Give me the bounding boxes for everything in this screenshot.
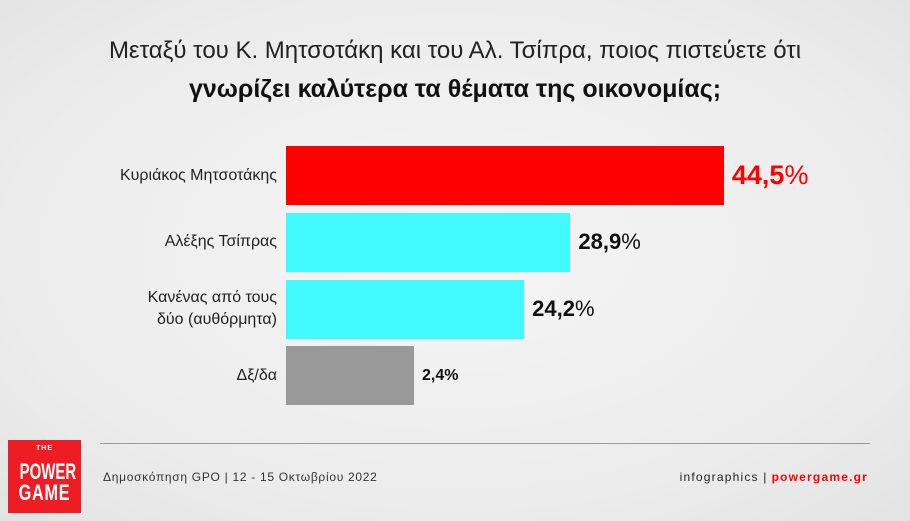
logo-word-game: GAME <box>18 480 71 505</box>
value-number: 28,9 <box>578 229 622 255</box>
value-number: 44,5 <box>731 160 785 190</box>
category-label-1: Κυριάκος Μητσοτάκης <box>119 166 277 184</box>
value-unit: % <box>621 229 641 255</box>
poll-source: Δημοσκόπηση GPO | 12 - 15 Οκτωβρίου 2022 <box>103 470 378 484</box>
chart-title-line1: Μεταξύ του Κ. Μητσοτάκη και του Αλ. Τσίπ… <box>108 37 802 64</box>
credit-label: infographics | <box>679 470 768 484</box>
logo-small-text: THE <box>36 445 53 452</box>
category-label-2: Αλέξης Τσίπρας <box>164 233 277 251</box>
powergame-logo: THE POWER GAME <box>8 440 81 513</box>
value-unit: % <box>444 366 459 384</box>
value-number: 2,4 <box>422 366 445 384</box>
value-unit: % <box>784 160 809 190</box>
bar-3 <box>286 279 525 339</box>
bar-chart: Κυριάκος Μητσοτάκης 44,5% Αλέξης Τσίπρας 28… <box>0 140 910 415</box>
chart-title-line2: γνωρίζει καλύτερα τα θέματα της οικονομί… <box>188 75 722 103</box>
value-number: 24,2 <box>532 296 575 322</box>
bar-2 <box>286 212 571 272</box>
value-label-1: 44,5% <box>732 146 809 205</box>
credit-site: powergame.gr <box>771 470 868 484</box>
value-label-2: 28,9% <box>578 213 640 272</box>
bar-4 <box>286 346 414 406</box>
footer-divider <box>100 443 870 444</box>
value-label-4: 2,4% <box>422 346 458 405</box>
category-label-3: Κανένας από τους δύο (αυθόρμητα) <box>147 289 277 329</box>
value-unit: % <box>574 296 595 322</box>
credit: infographics | powergame.gr <box>680 469 868 485</box>
value-label-3: 24,2% <box>532 280 594 339</box>
logo-word-power: POWER <box>19 459 77 484</box>
category-label-4: Δξ/δα <box>236 366 277 384</box>
bar-1 <box>286 146 724 205</box>
